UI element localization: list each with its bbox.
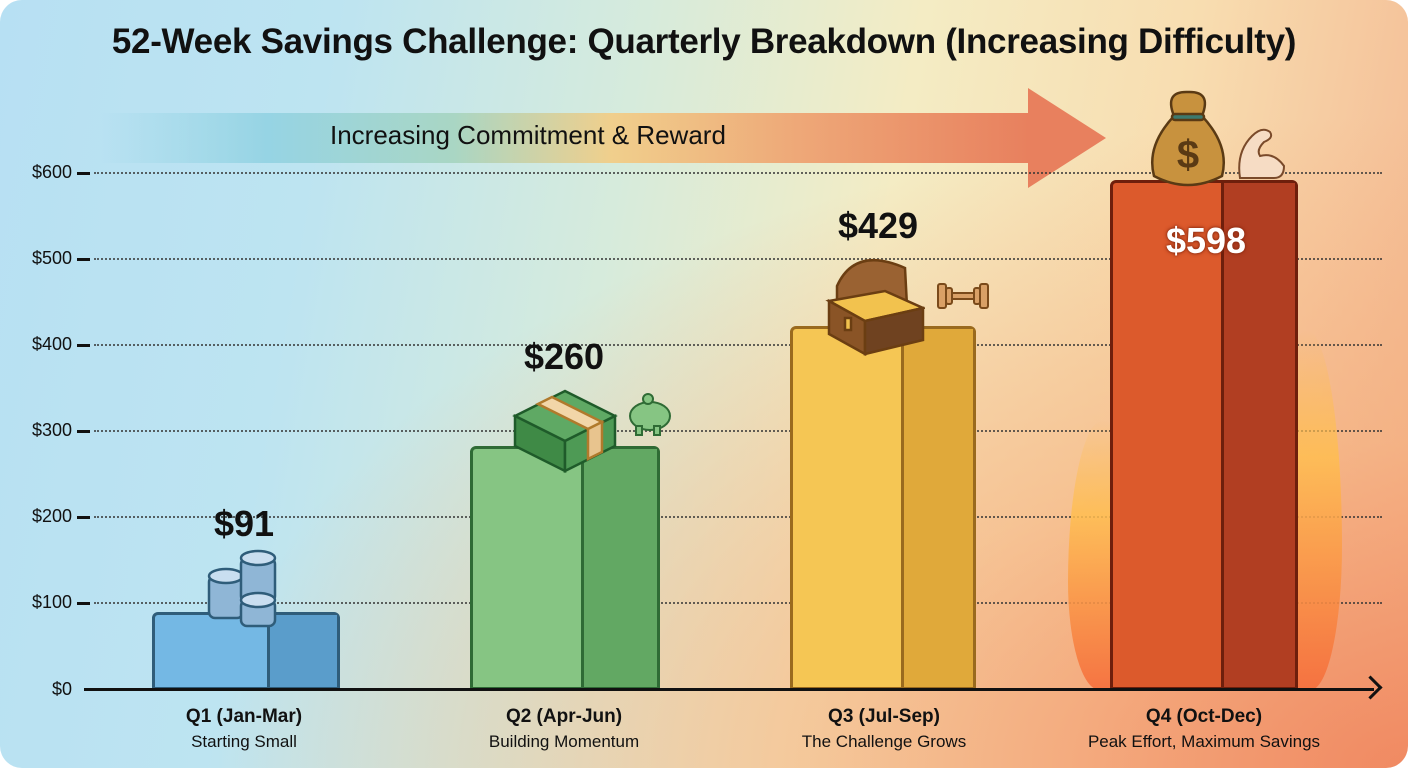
progress-arrow-label: Increasing Commitment & Reward xyxy=(330,120,726,150)
y-tick-mark xyxy=(77,172,90,175)
category-label-q4: Q4 (Oct-Dec) Peak Effort, Maximum Saving… xyxy=(1054,706,1354,752)
gridline-200 xyxy=(94,516,1382,518)
gridline-400 xyxy=(94,344,1382,346)
bar-q3 xyxy=(790,326,976,690)
bar-q1 xyxy=(152,612,340,690)
x-axis-arrow-icon xyxy=(1358,675,1383,700)
quarter-subtitle: Building Momentum xyxy=(488,732,640,751)
y-tick-mark xyxy=(77,602,90,605)
gridline-100 xyxy=(94,602,1382,604)
piggy-bank-icon xyxy=(629,393,671,436)
y-tick-label: $600 xyxy=(31,162,72,182)
bar-side-face xyxy=(267,615,337,687)
quarter-name: Q1 (Jan-Mar) xyxy=(185,706,303,727)
y-tick-mark xyxy=(77,516,90,519)
y-tick-label: $400 xyxy=(31,334,72,354)
bar-side-face xyxy=(901,329,973,687)
gridline-300 xyxy=(94,430,1382,432)
quarter-name: Q3 (Jul-Sep) xyxy=(828,706,940,727)
value-label-q4: $598 xyxy=(1165,220,1247,261)
progress-arrow-band xyxy=(100,113,1030,163)
quarter-subtitle: Peak Effort, Maximum Savings xyxy=(1087,732,1321,751)
value-label-q2: $260 xyxy=(523,336,605,377)
x-axis-line xyxy=(84,688,1374,691)
y-tick-label: $200 xyxy=(31,506,72,526)
bar-side-face xyxy=(1221,183,1295,687)
quarter-subtitle: The Challenge Grows xyxy=(801,732,967,751)
y-tick-label: $300 xyxy=(31,420,72,440)
money-bag-icon: $ xyxy=(1150,90,1226,187)
y-tick-mark xyxy=(77,258,90,261)
cash-stack-icon xyxy=(512,389,618,474)
bar-side-face xyxy=(581,449,657,687)
svg-text:$: $ xyxy=(1177,133,1199,177)
coin-stack-icon xyxy=(207,549,277,628)
y-tick-mark xyxy=(77,344,90,347)
chart-title: 52-Week Savings Challenge: Quarterly Bre… xyxy=(111,22,1297,61)
quarter-name: Q4 (Oct-Dec) xyxy=(1145,706,1263,727)
quarter-name: Q2 (Apr-Jun) xyxy=(505,706,623,727)
gridline-600 xyxy=(94,172,1382,174)
quarter-subtitle: Starting Small xyxy=(191,732,297,751)
y-tick-label: $500 xyxy=(31,248,72,268)
bar-q2 xyxy=(470,446,660,690)
category-label-q1: Q1 (Jan-Mar) Starting Small xyxy=(94,706,394,752)
category-label-q2: Q2 (Apr-Jun) Building Momentum xyxy=(414,706,714,752)
value-label-q1: $91 xyxy=(213,503,275,544)
category-label-q3: Q3 (Jul-Sep) The Challenge Grows xyxy=(734,706,1034,752)
y-tick-label: $100 xyxy=(31,592,72,612)
treasure-chest-icon xyxy=(825,259,925,356)
gridline-500 xyxy=(94,258,1382,260)
y-tick-mark xyxy=(77,430,90,433)
progress-arrow-head-icon xyxy=(1028,88,1106,188)
flexed-arm-icon xyxy=(1238,128,1286,179)
dumbbell-icon xyxy=(937,283,989,309)
bar-q4 xyxy=(1110,180,1298,690)
y-tick-label: $0 xyxy=(51,679,72,699)
value-label-q3: $429 xyxy=(837,205,919,246)
